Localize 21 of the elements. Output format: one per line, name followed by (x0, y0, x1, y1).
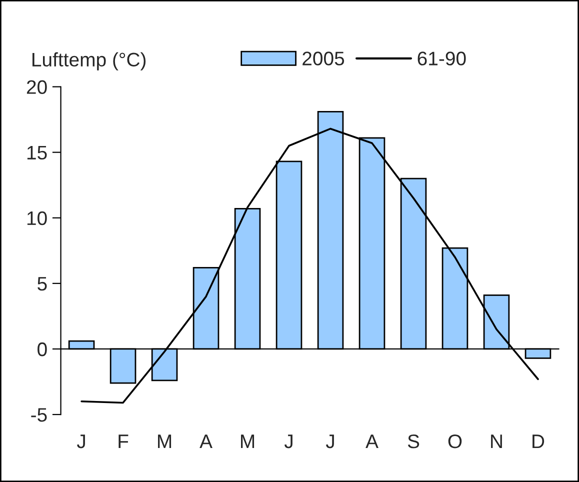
y-tick-label: 10 (27, 211, 47, 226)
legend-label: 2005 (302, 52, 344, 66)
y-tick-label: 0 (38, 342, 47, 356)
x-tick-label: A (200, 434, 212, 448)
x-tick-label: J (284, 434, 292, 448)
x-tick-label: S (408, 434, 420, 448)
x-tick-label: M (241, 434, 254, 448)
x-tick-label: F (118, 434, 128, 448)
y-tick-label: 5 (38, 277, 47, 291)
x-tick-label: M (158, 434, 172, 448)
x-tick-label: J (326, 434, 334, 448)
y-axis-title: Lufttemp (°C) (32, 52, 146, 70)
x-tick-label: N (491, 434, 502, 448)
x-tick-label: O (448, 434, 462, 448)
x-tick-label: D (532, 434, 544, 448)
x-tick-label: A (366, 434, 378, 448)
legend-label: 61-90 (418, 52, 466, 66)
y-tick-label: -5 (31, 408, 47, 422)
y-tick-label: 15 (27, 146, 47, 160)
y-tick-label: 20 (26, 80, 47, 94)
x-tick-label: J (76, 434, 85, 448)
